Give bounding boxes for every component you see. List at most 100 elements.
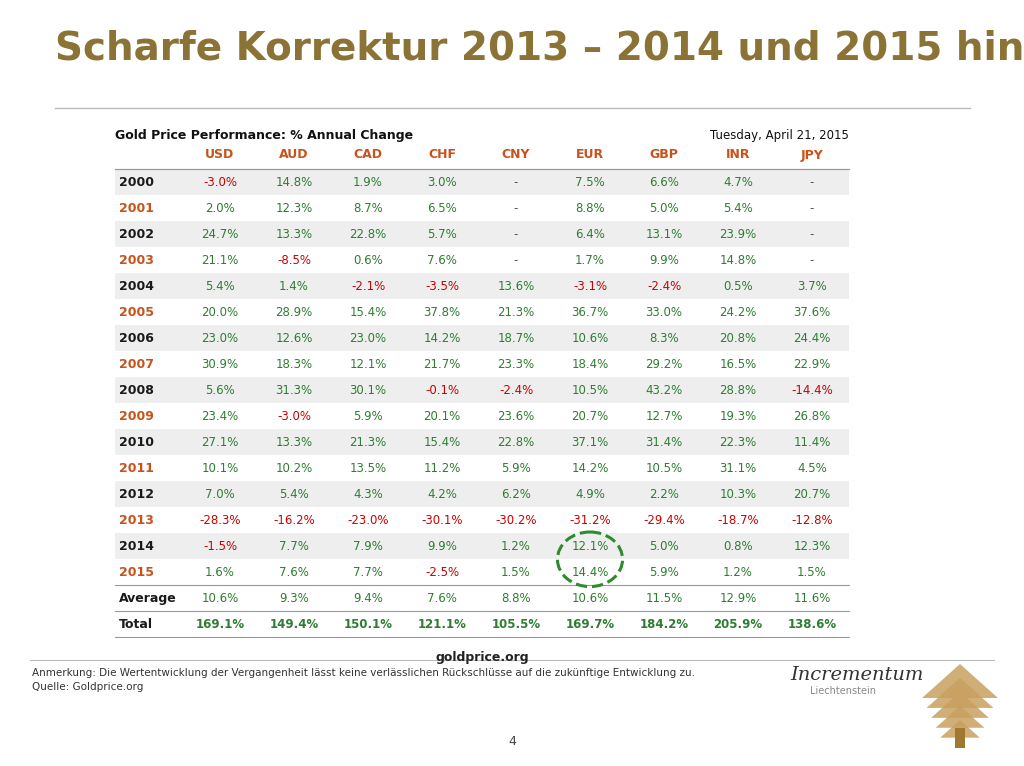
Text: 4: 4 [508,735,516,748]
Text: 24.4%: 24.4% [794,332,830,345]
Text: 7.0%: 7.0% [205,488,234,501]
Text: 2011: 2011 [119,462,154,475]
Text: 3.7%: 3.7% [797,280,826,293]
Text: 2.2%: 2.2% [649,488,679,501]
Bar [115,352,849,378]
Text: 20.1%: 20.1% [423,410,461,423]
Text: 5.0%: 5.0% [649,201,679,214]
Text: 12.3%: 12.3% [275,201,312,214]
Text: 9.9%: 9.9% [649,254,679,267]
Text: 0.8%: 0.8% [723,540,753,553]
Text: 5.9%: 5.9% [649,566,679,579]
Text: 4.7%: 4.7% [723,176,753,188]
Text: 10.1%: 10.1% [202,462,239,475]
Text: 2005: 2005 [119,306,154,319]
Text: 8.3%: 8.3% [649,332,679,345]
Text: 1.4%: 1.4% [280,280,309,293]
Text: 28.9%: 28.9% [275,306,312,319]
Text: 7.6%: 7.6% [427,254,457,267]
Text: 169.1%: 169.1% [196,618,245,630]
Text: 2003: 2003 [119,254,154,267]
Text: 1.5%: 1.5% [501,566,530,579]
Text: 2008: 2008 [119,384,154,397]
Text: -: - [810,254,814,267]
Text: 20.7%: 20.7% [794,488,830,501]
Text: 14.8%: 14.8% [275,176,312,188]
Text: 2010: 2010 [119,436,154,449]
Text: -3.0%: -3.0% [278,410,311,423]
Text: 22.8%: 22.8% [498,436,535,449]
Text: 1.6%: 1.6% [205,566,234,579]
Text: 9.3%: 9.3% [280,592,309,605]
Text: 37.8%: 37.8% [424,306,461,319]
Text: -3.5%: -3.5% [425,280,459,293]
Text: 31.3%: 31.3% [275,384,312,397]
Text: 12.1%: 12.1% [349,358,387,371]
Text: 20.8%: 20.8% [720,332,757,345]
Text: 37.6%: 37.6% [794,306,830,319]
Text: -29.4%: -29.4% [643,514,685,527]
Text: 7.7%: 7.7% [280,540,309,553]
Text: 5.0%: 5.0% [649,540,679,553]
Text: 11.6%: 11.6% [794,592,830,605]
Text: -1.5%: -1.5% [203,540,238,553]
Text: -23.0%: -23.0% [347,514,389,527]
Text: 37.1%: 37.1% [571,436,608,449]
Text: 6.2%: 6.2% [501,488,530,501]
Text: Anmerkung: Die Wertentwicklung der Vergangenheit lässt keine verlässlichen Rücks: Anmerkung: Die Wertentwicklung der Verga… [32,668,695,678]
Text: 31.4%: 31.4% [645,436,683,449]
Text: 2015: 2015 [119,566,154,579]
Bar [115,455,849,481]
Text: 13.1%: 13.1% [645,228,683,241]
Text: 21.3%: 21.3% [498,306,535,319]
Text: 24.7%: 24.7% [202,228,239,241]
Text: 5.9%: 5.9% [353,410,383,423]
Text: CAD: CAD [353,149,383,162]
Text: 2014: 2014 [119,540,154,553]
Bar [115,404,849,429]
Text: 28.8%: 28.8% [720,384,757,397]
Text: 1.9%: 1.9% [353,176,383,188]
Bar [115,378,849,404]
Bar [115,481,849,507]
Text: 19.3%: 19.3% [720,410,757,423]
Text: 23.3%: 23.3% [498,358,535,371]
Text: 4.3%: 4.3% [353,488,383,501]
Text: -: - [810,176,814,188]
Text: -: - [514,254,518,267]
Text: 4.9%: 4.9% [575,488,605,501]
Text: 12.9%: 12.9% [719,592,757,605]
Text: 2000: 2000 [119,176,154,188]
Text: -2.4%: -2.4% [499,384,534,397]
Text: 8.7%: 8.7% [353,201,383,214]
Text: 24.2%: 24.2% [719,306,757,319]
Bar [115,507,849,533]
Text: INR: INR [726,149,751,162]
Text: 10.3%: 10.3% [720,488,757,501]
Polygon shape [931,692,989,718]
Text: -14.4%: -14.4% [792,384,833,397]
Text: 13.3%: 13.3% [275,436,312,449]
Text: 10.6%: 10.6% [202,592,239,605]
Text: 2012: 2012 [119,488,154,501]
Text: 2004: 2004 [119,280,154,293]
Text: 2009: 2009 [119,410,154,423]
Text: 23.9%: 23.9% [720,228,757,241]
Text: 2006: 2006 [119,332,154,345]
Text: 0.5%: 0.5% [723,280,753,293]
Text: 2001: 2001 [119,201,154,214]
Text: 15.4%: 15.4% [349,306,387,319]
Bar [115,169,849,195]
Text: 12.6%: 12.6% [275,332,312,345]
Polygon shape [936,706,984,728]
Bar [115,247,849,273]
Text: 5.9%: 5.9% [501,462,530,475]
Text: 4.5%: 4.5% [797,462,826,475]
Text: 21.7%: 21.7% [423,358,461,371]
Text: 5.7%: 5.7% [427,228,457,241]
Text: 33.0%: 33.0% [645,306,683,319]
Text: 1.7%: 1.7% [575,254,605,267]
Bar [955,728,965,748]
Bar [115,221,849,247]
Text: 31.1%: 31.1% [720,462,757,475]
